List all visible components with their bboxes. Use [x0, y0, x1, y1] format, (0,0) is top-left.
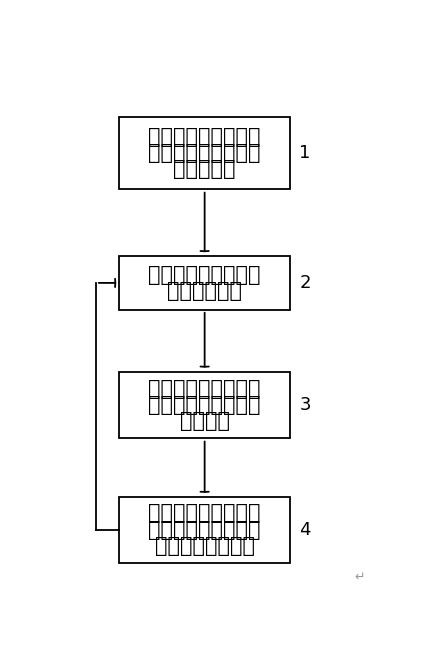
Text: 充放电机进行控制: 充放电机进行控制 — [155, 536, 255, 556]
Text: 充放电站信息: 充放电站信息 — [167, 281, 242, 301]
Text: 当地监控模块采集各: 当地监控模块采集各 — [148, 265, 261, 285]
Text: 网建立连接: 网建立连接 — [173, 159, 236, 179]
Text: 控制指令: 控制指令 — [180, 411, 230, 432]
Bar — [119, 372, 290, 438]
Text: 1: 1 — [299, 144, 311, 162]
Text: 地监控模块通过以太: 地监控模块通过以太 — [148, 143, 261, 163]
Bar — [119, 118, 290, 189]
Text: 当地监控模块根据充: 当地监控模块根据充 — [148, 504, 261, 524]
Text: 接收的信息提供部分: 接收的信息提供部分 — [148, 395, 261, 415]
Text: 4: 4 — [299, 521, 311, 539]
Bar — [119, 256, 290, 309]
Bar — [119, 496, 290, 563]
Text: 充放电监控中心与当: 充放电监控中心与当 — [148, 127, 261, 147]
Text: 充放电监控中心根据: 充放电监控中心根据 — [148, 379, 261, 399]
Text: 放电监控中心指令对: 放电监控中心指令对 — [148, 520, 261, 540]
Text: ↵: ↵ — [354, 570, 365, 584]
Text: 2: 2 — [299, 274, 311, 292]
Text: 3: 3 — [299, 396, 311, 414]
